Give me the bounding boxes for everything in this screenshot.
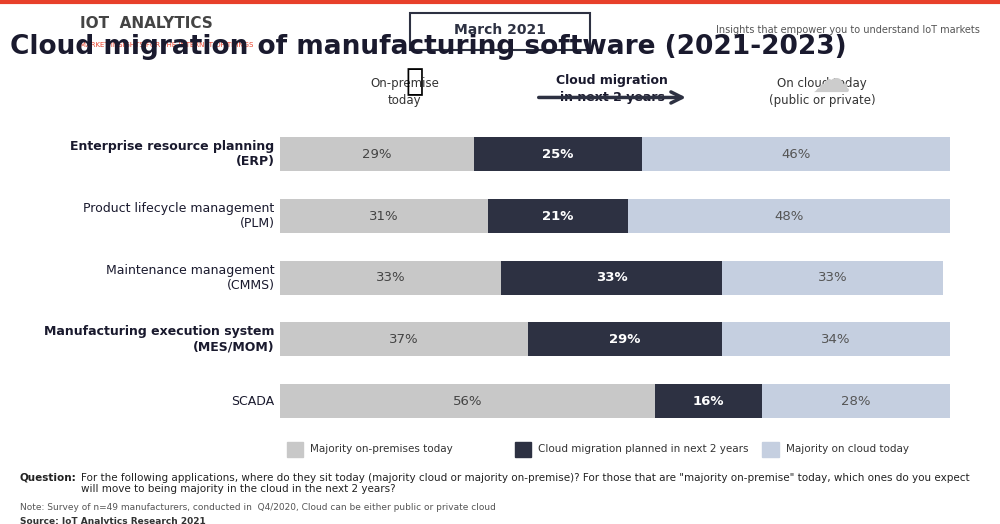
Bar (280, 137, 474, 171)
Text: 25%: 25% (542, 148, 574, 161)
Bar (488, 199, 628, 233)
Text: Question:: Question: (20, 473, 77, 483)
Text: Manufacturing execution system
(MES/MOM): Manufacturing execution system (MES/MOM) (44, 325, 275, 353)
Text: On-premise
today: On-premise today (370, 77, 439, 107)
Text: MARKET INSIGHTS FOR THE INTERNET OF THINGS: MARKET INSIGHTS FOR THE INTERNET OF THIN… (80, 42, 253, 48)
Bar (280, 384, 655, 418)
Text: 33%: 33% (376, 271, 405, 284)
Text: Insights that empower you to understand IoT markets: Insights that empower you to understand … (716, 25, 980, 35)
Bar (280, 199, 488, 233)
Text: Maintenance management
(CMMS): Maintenance management (CMMS) (106, 264, 275, 292)
Bar (501, 261, 722, 294)
Text: 21%: 21% (542, 210, 574, 223)
Bar (762, 442, 779, 456)
Text: 48%: 48% (775, 210, 804, 223)
Text: Majority on-premises today: Majority on-premises today (310, 444, 453, 454)
Bar (762, 384, 950, 418)
Text: Majority on cloud today: Majority on cloud today (786, 444, 909, 454)
Bar (722, 261, 943, 294)
Text: 33%: 33% (818, 271, 848, 284)
Text: For the following applications, where do they sit today (majority cloud or major: For the following applications, where do… (81, 473, 970, 494)
Bar (722, 322, 950, 356)
Text: On cloud today
(public or private): On cloud today (public or private) (769, 77, 875, 107)
Text: 29%: 29% (362, 148, 392, 161)
Bar (280, 322, 528, 356)
Text: Cloud migration of manufacturing software (2021-2023): Cloud migration of manufacturing softwar… (10, 34, 847, 60)
Text: 16%: 16% (693, 395, 725, 408)
Bar (287, 442, 303, 456)
Text: Cloud migration planned in next 2 years: Cloud migration planned in next 2 years (538, 444, 748, 454)
Text: 🏭: 🏭 (406, 67, 424, 96)
Bar (280, 261, 501, 294)
Text: Note: Survey of n=49 manufacturers, conducted in  Q4/2020, Cloud can be either p: Note: Survey of n=49 manufacturers, cond… (20, 503, 496, 512)
Text: 28%: 28% (841, 395, 871, 408)
Text: ☁: ☁ (811, 62, 849, 100)
Bar (514, 442, 531, 456)
Text: Enterprise resource planning
(ERP): Enterprise resource planning (ERP) (70, 140, 275, 168)
Text: March 2021: March 2021 (454, 23, 546, 37)
Bar (528, 322, 722, 356)
Text: 34%: 34% (821, 333, 851, 346)
Text: Product lifecycle management
(PLM): Product lifecycle management (PLM) (83, 202, 275, 230)
FancyBboxPatch shape (410, 13, 590, 50)
Text: 33%: 33% (596, 271, 627, 284)
Text: IOT  ANALYTICS: IOT ANALYTICS (80, 16, 213, 31)
Text: 37%: 37% (389, 333, 419, 346)
Bar (642, 137, 950, 171)
Bar (628, 199, 950, 233)
Text: 56%: 56% (453, 395, 482, 408)
Text: 31%: 31% (369, 210, 399, 223)
Text: 46%: 46% (781, 148, 811, 161)
Text: Cloud migration
in next 2 years: Cloud migration in next 2 years (556, 74, 668, 104)
Text: Source: IoT Analytics Research 2021: Source: IoT Analytics Research 2021 (20, 517, 206, 524)
Bar (655, 384, 762, 418)
Bar (474, 137, 642, 171)
Text: SCADA: SCADA (231, 395, 275, 408)
Text: 29%: 29% (609, 333, 641, 346)
